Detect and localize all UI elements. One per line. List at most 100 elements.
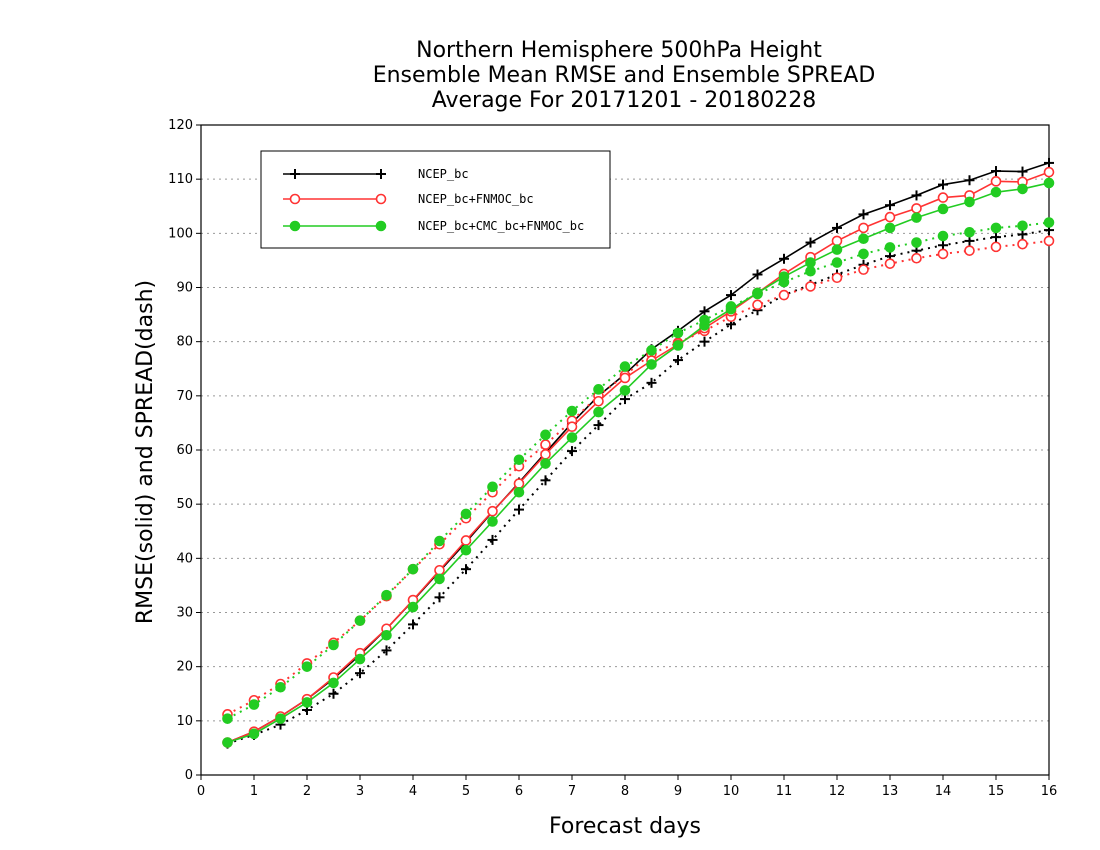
data-point-spread: [460, 508, 472, 520]
data-point-rmse: [964, 196, 975, 208]
data-point-spread: [858, 248, 869, 260]
x-tick-label: 13: [882, 784, 899, 799]
data-point-spread: [646, 345, 657, 356]
data-point-rmse: [1043, 166, 1055, 178]
data-point-rmse: [885, 200, 895, 211]
data-point-rmse: [460, 544, 472, 556]
data-point-rmse: [752, 287, 763, 299]
data-point-spread: [752, 299, 763, 311]
series-line-rmse: [227, 171, 1050, 744]
y-tick-label: 70: [176, 389, 193, 404]
data-point-spread: [805, 265, 816, 277]
data-point-spread: [407, 563, 419, 575]
data-point-rmse: [248, 728, 260, 740]
data-point-rmse: [566, 432, 578, 443]
data-point-rmse: [407, 601, 419, 613]
data-point-rmse: [354, 653, 366, 665]
data-point-rmse: [434, 564, 445, 576]
data-point-rmse: [884, 222, 896, 234]
data-point-rmse: [460, 535, 472, 546]
series-line-rmse: [227, 162, 1050, 744]
data-point-spread: [964, 235, 975, 246]
data-point-rmse: [328, 677, 339, 689]
data-point-spread: [1017, 220, 1028, 232]
y-tick-label: 110: [168, 172, 193, 187]
data-point-rmse: [858, 233, 869, 245]
data-point-spread: [937, 248, 949, 260]
data-point-rmse: [937, 203, 949, 215]
data-point-spread: [778, 289, 790, 301]
x-tick-label: 3: [356, 784, 364, 799]
data-point-rmse: [884, 211, 896, 223]
data-point-rmse: [275, 713, 286, 724]
data-point-rmse: [1017, 183, 1028, 195]
x-tick-label: 8: [621, 784, 629, 799]
x-tick-label: 10: [723, 784, 740, 799]
legend: NCEP_bc NCEP_bc+FNMOC_bc NCEP_bc+CMC_bc+FN…: [260, 150, 611, 249]
data-point-spread: [964, 226, 975, 238]
data-point-spread: [699, 336, 710, 347]
chart-title-line-3: Average For 20171201 - 20180228: [432, 88, 817, 113]
data-point-rmse: [222, 737, 233, 748]
data-point-spread: [990, 222, 1002, 234]
x-tick-label: 4: [409, 784, 417, 799]
data-point-spread: [434, 592, 445, 603]
data-point-rmse: [805, 257, 816, 268]
data-point-rmse: [540, 458, 551, 469]
data-point-spread: [540, 429, 551, 441]
data-point-rmse: [487, 516, 498, 527]
data-point-rmse: [513, 478, 525, 489]
x-tick-label: 15: [988, 784, 1005, 799]
data-point-rmse: [937, 192, 949, 203]
data-point-spread: [620, 394, 630, 405]
chart-title-line-2: Ensemble Mean RMSE and Ensemble SPREAD: [373, 63, 876, 88]
data-point-spread: [408, 619, 418, 630]
data-point-rmse: [1017, 166, 1028, 177]
data-point-spread: [301, 661, 313, 672]
data-point-spread: [1017, 229, 1028, 240]
y-tick-label: 10: [176, 714, 193, 729]
series-line-spread: [227, 239, 1050, 716]
data-point-spread: [381, 645, 392, 656]
data-point-spread: [513, 454, 525, 466]
data-point-spread: [831, 272, 843, 284]
y-tick-label: 40: [176, 551, 193, 566]
series-1: [222, 166, 1055, 748]
data-point-spread: [646, 377, 657, 388]
x-axis-label: Forecast days: [549, 814, 701, 839]
data-point-rmse: [699, 320, 710, 331]
data-point-spread: [1043, 235, 1055, 247]
x-tick-label: 6: [515, 784, 523, 799]
data-point-spread: [487, 534, 498, 545]
legend-marker: [290, 169, 300, 179]
data-point-spread: [434, 535, 445, 547]
data-point-rmse: [301, 697, 313, 708]
data-point-spread: [911, 237, 922, 248]
data-point-rmse: [990, 186, 1002, 198]
data-point-rmse: [911, 190, 922, 201]
data-point-spread: [593, 384, 604, 395]
data-point-rmse: [540, 449, 551, 460]
data-point-spread: [381, 589, 392, 601]
data-point-rmse: [699, 306, 710, 317]
data-point-spread: [990, 241, 1002, 253]
x-tick-label: 9: [674, 784, 682, 799]
data-point-spread: [540, 475, 551, 486]
data-point-rmse: [911, 203, 922, 214]
data-point-spread: [673, 355, 683, 366]
data-point-rmse: [1043, 177, 1055, 189]
data-point-spread: [540, 439, 551, 450]
y-tick-label: 60: [176, 443, 193, 458]
legend-item: NCEP_bc+FNMOC_bc: [283, 192, 534, 206]
data-point-rmse: [593, 395, 604, 407]
data-point-spread: [937, 230, 949, 242]
data-point-spread: [884, 258, 896, 269]
data-point-spread: [805, 281, 816, 292]
data-point-rmse: [779, 253, 789, 264]
data-point-rmse: [778, 271, 790, 282]
data-point-spread: [938, 240, 948, 251]
x-tick-label: 2: [303, 784, 311, 799]
data-point-rmse: [725, 303, 737, 315]
